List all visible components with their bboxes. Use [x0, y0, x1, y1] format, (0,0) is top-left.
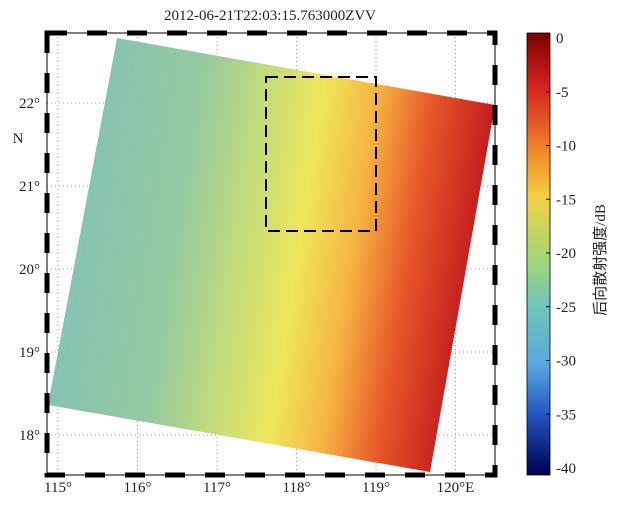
colorbar-tick-label: -5 — [556, 85, 569, 101]
colorbar — [526, 32, 551, 476]
lon-label: 118° — [283, 480, 311, 496]
lon-label: 120°E — [437, 480, 475, 496]
colorbar-label: 后向散射强度/dB — [592, 204, 609, 316]
lon-label: 115° — [44, 480, 72, 496]
title: 2012-06-21T22:03:15.763000ZVV — [164, 8, 376, 24]
colorbar-tick-label: -15 — [556, 192, 576, 208]
lat-label: 22° — [19, 96, 40, 112]
lat-label: 19° — [19, 345, 40, 361]
colorbar-tick-label: -40 — [556, 461, 576, 477]
colorbar-tick-label: -20 — [556, 246, 576, 262]
lon-label: 116° — [124, 480, 152, 496]
colorbar-tick-label: 0 — [556, 31, 564, 47]
colorbar-tick-label: -35 — [556, 407, 576, 423]
colorbar-tick-label: -25 — [556, 300, 576, 316]
map-frame — [46, 32, 496, 476]
sar-image — [48, 38, 495, 472]
lat-label: 18° — [19, 428, 40, 444]
lat-axis-label: N — [13, 131, 24, 147]
colorbar-tick-label: -10 — [556, 139, 576, 155]
lon-label: 117° — [203, 480, 231, 496]
lat-label: 21° — [19, 179, 40, 195]
colorbar-tick-label: -30 — [556, 354, 576, 370]
region-box — [265, 76, 377, 232]
lon-label: 119° — [362, 480, 390, 496]
lat-label: 20° — [19, 262, 40, 278]
